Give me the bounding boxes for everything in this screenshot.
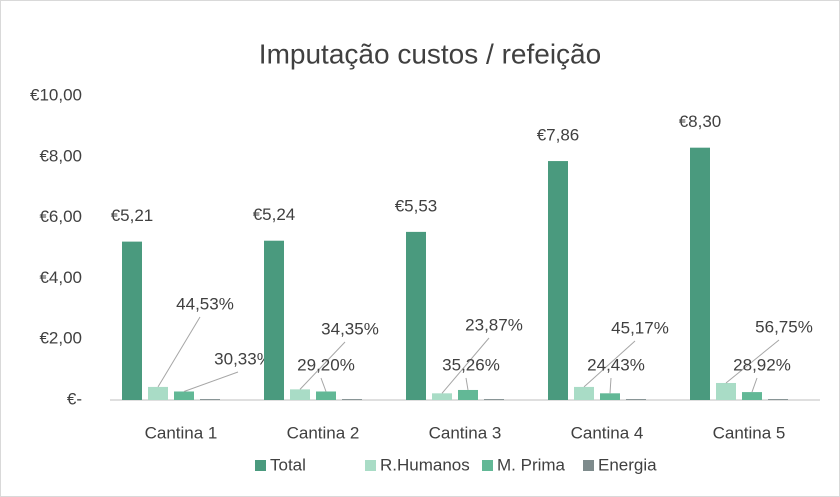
- y-tick-label: €6,00: [39, 207, 82, 226]
- legend-label: R.Humanos: [380, 455, 470, 474]
- leader-line: [299, 341, 346, 390]
- bar: [574, 386, 594, 400]
- bar: [742, 392, 762, 400]
- data-label: €7,86: [537, 126, 580, 145]
- y-tick-label: €-: [67, 389, 82, 408]
- leader-line: [157, 316, 201, 388]
- bar: [148, 386, 168, 400]
- x-tick-label: Cantina 4: [571, 423, 644, 442]
- x-tick-label: Cantina 1: [145, 423, 218, 442]
- x-tick-label: Cantina 3: [429, 423, 502, 442]
- annotation: 44,53%: [176, 294, 234, 313]
- data-label: €8,30: [679, 112, 722, 131]
- legend-marker: [583, 460, 594, 471]
- annotation: 35,26%: [442, 355, 500, 374]
- annotation: 23,87%: [465, 315, 523, 334]
- annotation: 56,75%: [755, 317, 813, 336]
- annotation: 45,17%: [611, 318, 669, 337]
- bar: [768, 399, 788, 400]
- bar: [548, 161, 568, 400]
- bar: [316, 391, 336, 400]
- data-label: €5,21: [111, 206, 154, 225]
- chart-title: Imputação custos / refeição: [259, 38, 601, 69]
- bar: [264, 240, 284, 400]
- legend-marker: [365, 460, 376, 471]
- annotation: 24,43%: [587, 355, 645, 374]
- annotation: 28,92%: [733, 355, 791, 374]
- annotation: 29,20%: [297, 355, 355, 374]
- leader-line: [183, 371, 239, 392]
- y-tick-label: €8,00: [39, 146, 82, 165]
- bar: [200, 399, 220, 400]
- bar: [600, 393, 620, 400]
- bar: [290, 389, 310, 400]
- legend-label: Total: [270, 455, 306, 474]
- legend-marker: [482, 460, 493, 471]
- bar: [122, 241, 142, 400]
- bar: [406, 231, 426, 400]
- bar: [690, 147, 710, 400]
- bar: [432, 393, 452, 400]
- bar: [458, 389, 478, 400]
- x-tick-label: Cantina 5: [713, 423, 786, 442]
- bar: [484, 399, 504, 400]
- leader-line: [751, 377, 758, 393]
- data-label: €5,53: [395, 196, 438, 215]
- leader-line: [583, 340, 636, 388]
- y-tick-label: €10,00: [30, 85, 82, 104]
- y-tick-label: €2,00: [39, 329, 82, 348]
- leader-line: [725, 339, 780, 384]
- annotation: 34,35%: [321, 319, 379, 338]
- leader-line: [465, 377, 469, 391]
- y-tick-label: €4,00: [39, 268, 82, 287]
- annotation: 30,33%: [214, 349, 272, 368]
- leader-line: [320, 377, 327, 392]
- bar: [342, 399, 362, 400]
- leader-line: [441, 337, 490, 394]
- bar: [174, 391, 194, 400]
- legend-label: M. Prima: [497, 455, 566, 474]
- data-label: €5,24: [253, 205, 296, 224]
- x-tick-label: Cantina 2: [287, 423, 360, 442]
- legend-label: Energia: [598, 455, 657, 474]
- bar: [626, 399, 646, 400]
- legend-marker: [255, 460, 266, 471]
- leader-line: [609, 377, 612, 394]
- bar: [716, 382, 736, 400]
